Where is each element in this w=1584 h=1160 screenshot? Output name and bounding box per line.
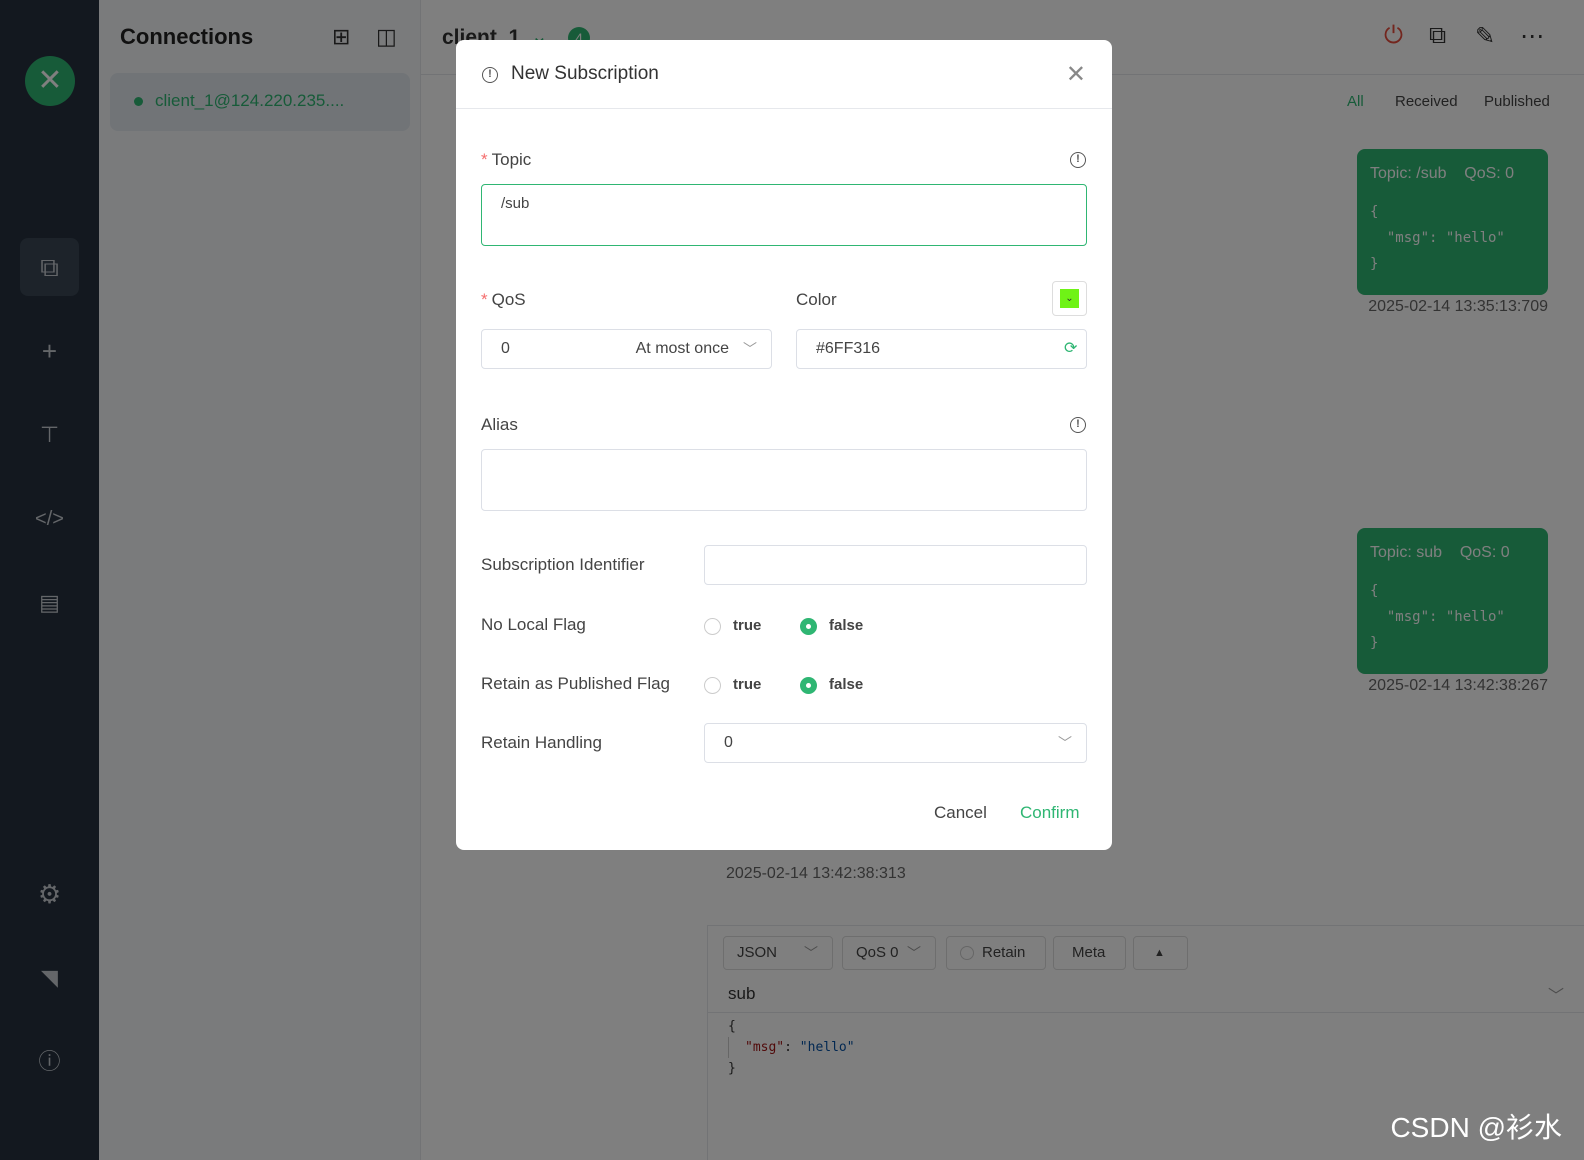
close-icon[interactable]: ✕	[1065, 61, 1086, 88]
dialog-title: New Subscription	[511, 63, 659, 84]
retain-handling-select[interactable]: 0 ﹀	[704, 723, 1087, 763]
new-subscription-dialog: ! New Subscription ✕ * Topic ! /sub * QoS …	[456, 40, 1112, 850]
topic-label: * Topic	[481, 150, 532, 169]
color-label: Color	[796, 290, 837, 309]
alias-label: Alias	[481, 415, 518, 434]
qos-label: * QoS	[481, 290, 526, 309]
no-local-label: No Local Flag	[481, 615, 586, 634]
qos-select[interactable]: 0 At most once ﹀	[481, 329, 772, 369]
info-icon: !	[482, 67, 498, 83]
subscription-identifier-input[interactable]	[704, 545, 1087, 585]
info-icon[interactable]: !	[1070, 152, 1086, 168]
retain-as-published-label: Retain as Published Flag	[481, 674, 671, 693]
subscription-identifier-label: Subscription Identifier	[481, 555, 645, 574]
rap-false-radio[interactable]: false	[800, 676, 863, 694]
no-local-false-radio[interactable]: false	[800, 617, 863, 635]
retain-handling-label: Retain Handling	[481, 733, 602, 752]
no-local-true-radio[interactable]: true	[704, 617, 761, 635]
refresh-icon[interactable]: ⟳	[1064, 340, 1078, 357]
topic-input[interactable]: /sub	[481, 184, 1087, 246]
info-icon[interactable]: !	[1070, 417, 1086, 433]
cancel-button[interactable]: Cancel	[934, 803, 987, 822]
alias-input[interactable]	[481, 449, 1087, 511]
color-picker[interactable]: ⌄	[1052, 281, 1087, 316]
rap-true-radio[interactable]: true	[704, 676, 761, 694]
confirm-button[interactable]: Confirm	[1020, 803, 1080, 822]
color-input[interactable]: #6FF316	[796, 329, 1087, 369]
watermark: CSDN @衫水	[1390, 1112, 1562, 1143]
